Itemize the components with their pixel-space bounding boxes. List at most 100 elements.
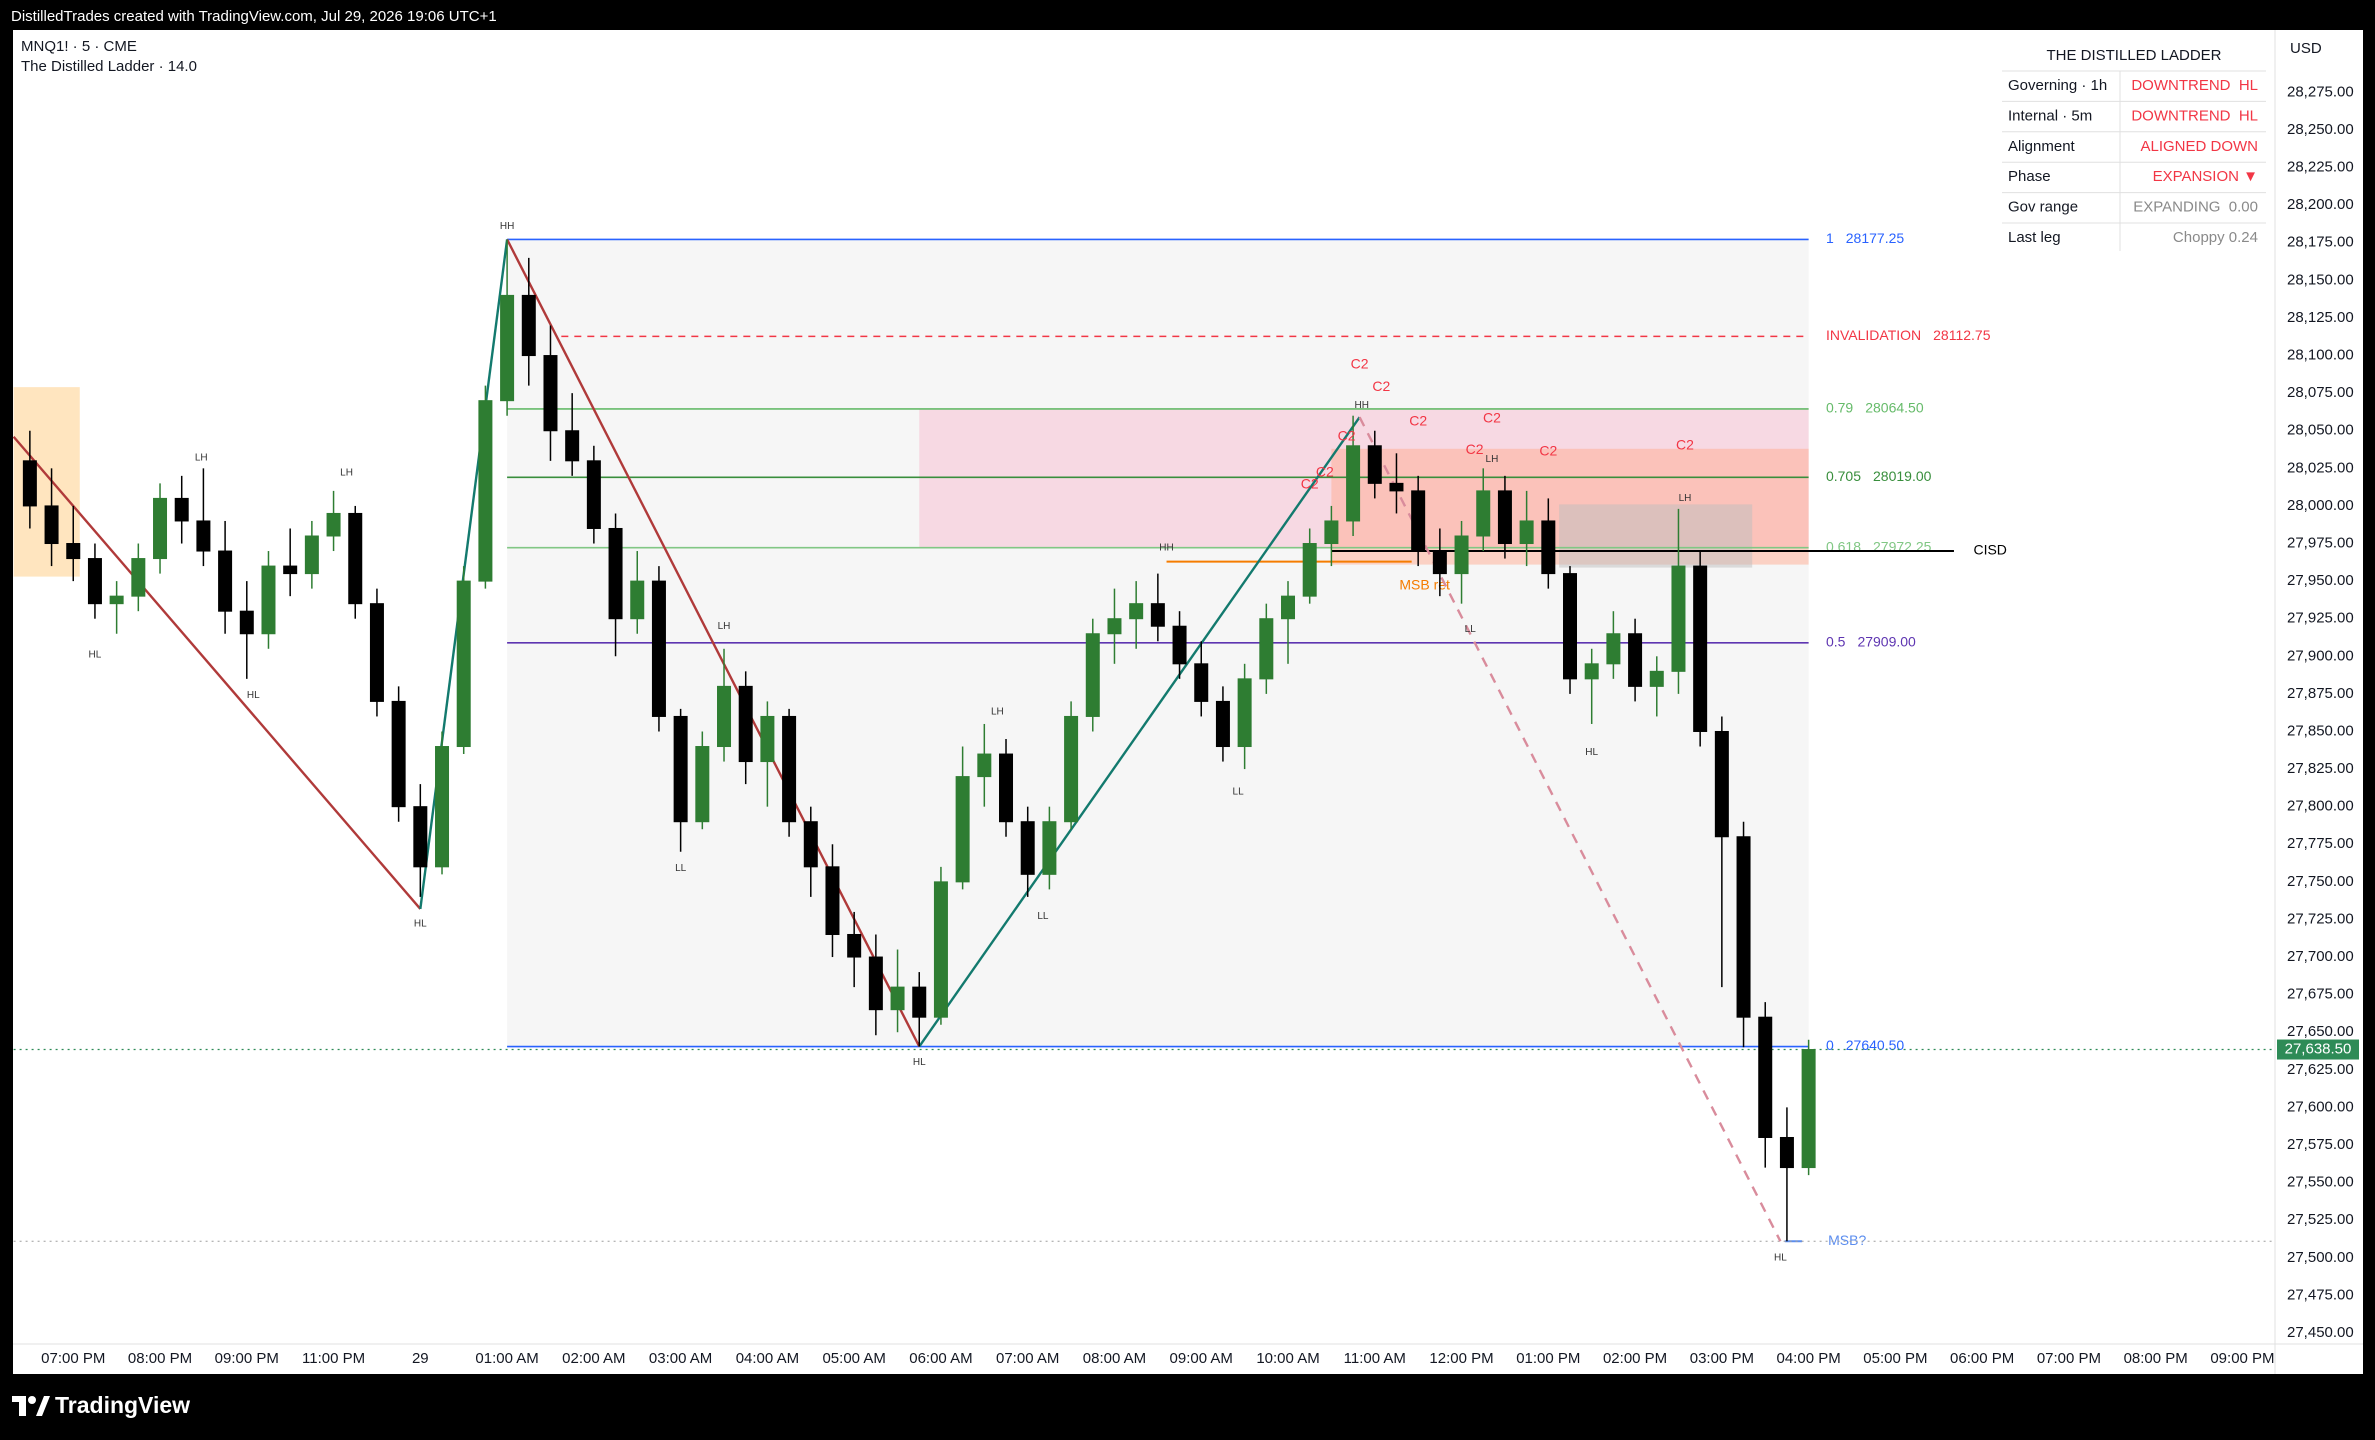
candle-body — [933, 881, 948, 1018]
y-tick-label: 28,150.00 — [2287, 271, 2354, 288]
candle-body — [1584, 663, 1599, 680]
swing-label: LL — [1465, 624, 1477, 635]
candle-body — [1346, 445, 1361, 522]
candle-body — [1628, 633, 1643, 687]
candle-body — [174, 497, 189, 522]
candle-body — [1411, 490, 1426, 552]
candle-body — [1302, 543, 1317, 597]
x-tick-label: 06:00 PM — [1950, 1350, 2014, 1367]
candle-body — [1497, 490, 1512, 545]
table-key: Alignment — [2008, 138, 2076, 155]
swing-label: HH — [1355, 400, 1369, 411]
candle-body — [500, 294, 515, 402]
candle-body — [717, 685, 732, 748]
candle-body — [651, 580, 666, 717]
y-tick-label: 27,700.00 — [2287, 948, 2354, 965]
y-tick-label: 27,500.00 — [2287, 1249, 2354, 1266]
candle-body — [565, 430, 580, 462]
table-key: Internal · 5m — [2008, 107, 2092, 124]
candle-body — [825, 866, 840, 935]
x-tick-label: 02:00 AM — [562, 1350, 625, 1367]
candle-body — [456, 580, 471, 748]
x-tick-label: 02:00 PM — [1603, 1350, 1667, 1367]
y-tick-label: 28,175.00 — [2287, 234, 2354, 251]
candle-body — [695, 746, 710, 823]
candle-body — [1758, 1016, 1773, 1138]
table-value: EXPANDING 0.00 — [2133, 199, 2258, 216]
swing-label: LH — [1486, 454, 1499, 465]
x-tick-label: 11:00 PM — [302, 1350, 365, 1367]
y-tick-label: 27,550.00 — [2287, 1174, 2354, 1191]
zigzag-leg — [918, 416, 1361, 1048]
x-tick-label: 07:00 PM — [41, 1350, 105, 1367]
x-tick-label: 04:00 AM — [736, 1350, 799, 1367]
x-tick-label: 03:00 AM — [649, 1350, 712, 1367]
candle-body — [912, 986, 927, 1018]
y-tick-label: 28,250.00 — [2287, 121, 2354, 138]
candle-body — [1649, 670, 1664, 687]
candle-body — [326, 512, 341, 537]
candle-body — [1172, 625, 1187, 665]
candle-body — [543, 355, 558, 432]
x-tick-label: 09:00 PM — [2210, 1350, 2274, 1367]
y-tick-label: 27,850.00 — [2287, 722, 2354, 739]
x-tick-label: 10:00 AM — [1256, 1350, 1319, 1367]
swing-label: HL — [1585, 747, 1598, 758]
c2-label: C2 — [1372, 378, 1390, 394]
swing-label: LH — [991, 707, 1004, 718]
candle-body — [1563, 573, 1578, 680]
x-tick-label: 07:00 PM — [2037, 1350, 2101, 1367]
candle-body — [131, 558, 146, 597]
x-tick-label: 09:00 PM — [215, 1350, 279, 1367]
candle-body — [673, 715, 688, 823]
candle-body — [1779, 1136, 1794, 1169]
zigzag-leg — [12, 435, 422, 910]
table-value: DOWNTREND HL — [2131, 77, 2258, 94]
candle-body — [1432, 550, 1447, 575]
y-tick-label: 27,525.00 — [2287, 1211, 2354, 1228]
swing-label: LH — [195, 452, 208, 463]
swing-label: HL — [1774, 1252, 1787, 1263]
y-tick-label: 27,900.00 — [2287, 647, 2354, 664]
last-price-tag — [2277, 1039, 2359, 1060]
candle-body — [1736, 836, 1751, 1018]
c2-label: C2 — [1409, 412, 1427, 428]
candle-body — [868, 956, 883, 1011]
table-title: THE DISTILLED LADDER — [2046, 47, 2221, 64]
brand-logo — [12, 1396, 50, 1416]
candle-body — [261, 565, 276, 635]
marker-label: CISD — [1973, 542, 2006, 558]
x-tick-label: 01:00 PM — [1516, 1350, 1580, 1367]
candle-body — [1085, 633, 1100, 717]
marker-label: MSB? — [1828, 1232, 1866, 1248]
x-tick-label: 05:00 AM — [822, 1350, 885, 1367]
c2-label: C2 — [1539, 442, 1557, 458]
y-tick-label: 28,200.00 — [2287, 196, 2354, 213]
x-tick-label: 09:00 AM — [1170, 1350, 1233, 1367]
x-tick-label: 08:00 PM — [128, 1350, 192, 1367]
swing-label: LH — [340, 467, 353, 478]
y-tick-label: 27,825.00 — [2287, 760, 2354, 777]
candle-body — [760, 715, 775, 763]
table-key: Gov range — [2008, 199, 2078, 216]
level-name: 0.705 — [1826, 468, 1861, 484]
y-tick-label: 27,675.00 — [2287, 986, 2354, 1003]
candle-body — [1671, 565, 1686, 672]
y-tick-label: 27,800.00 — [2287, 798, 2354, 815]
swing-label: HH — [500, 221, 514, 232]
candle-body — [1194, 663, 1209, 702]
candle-body — [1714, 730, 1729, 838]
candle-body — [1215, 700, 1230, 748]
y-tick-label: 28,100.00 — [2287, 347, 2354, 364]
swing-label: LL — [1037, 911, 1049, 922]
logo-stem — [19, 1396, 26, 1416]
swing-label: LL — [675, 863, 687, 874]
candle-body — [66, 543, 81, 560]
level-price: 28064.50 — [1865, 400, 1924, 416]
swing-label: HL — [913, 1057, 926, 1068]
x-tick-label: 07:00 AM — [996, 1350, 1059, 1367]
y-tick-label: 27,875.00 — [2287, 685, 2354, 702]
table-bg — [2002, 41, 2266, 251]
y-tick-label: 27,475.00 — [2287, 1286, 2354, 1303]
swing-label: LH — [1679, 493, 1692, 504]
